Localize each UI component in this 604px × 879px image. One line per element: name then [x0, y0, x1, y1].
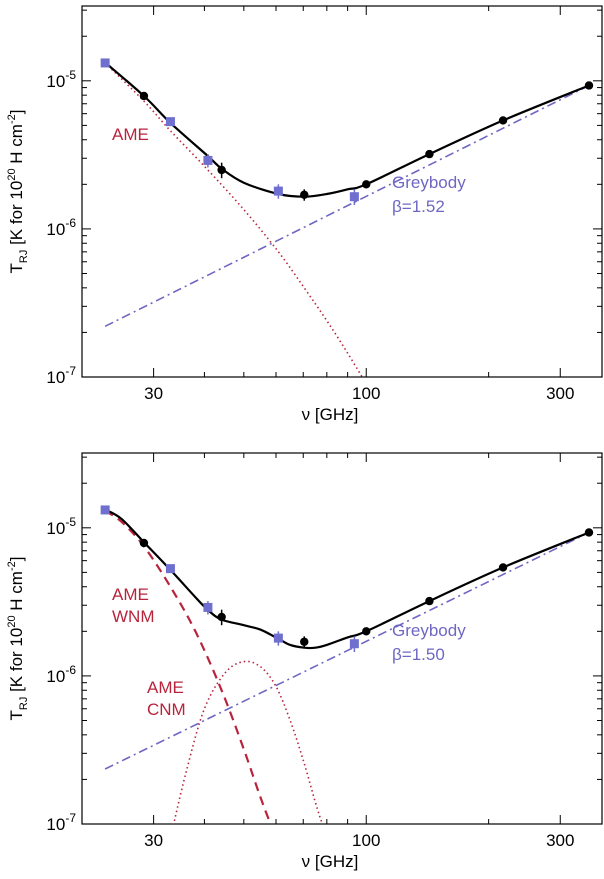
data-point-square [349, 192, 359, 202]
x-tick-label: 300 [546, 831, 574, 850]
ame-curve [104, 509, 272, 824]
data-point-circle [498, 563, 508, 572]
chart-panel-2: 30 100 300 10-7 10-6 10-5 ν [GHz] TRJ [K for 10… [6, 452, 603, 871]
x-axis-label: ν [GHz] [302, 405, 359, 424]
data-point-square [203, 155, 213, 165]
total-curve [104, 508, 590, 650]
ame-label: AME [112, 125, 149, 144]
data-point-square [165, 564, 175, 574]
ame-cnm-label: CNM [147, 700, 186, 719]
y-tick-label: 10-6 [46, 216, 76, 239]
greybody-curve [104, 531, 590, 770]
curves [104, 61, 590, 377]
data-point-circle [362, 627, 371, 636]
data-point-square [203, 602, 213, 612]
data-point-circle [584, 81, 594, 90]
data-point-square [273, 186, 283, 196]
y-axis-label: TRJ [K for 1020 H cm-2] [6, 110, 30, 274]
data-point-square [100, 58, 110, 68]
plot-frame [81, 5, 603, 378]
data-point-circle [584, 528, 594, 537]
x-tick-label: 100 [352, 384, 380, 403]
ame-cnm-label: AME [147, 678, 184, 697]
ame-label: WNM [112, 607, 154, 626]
ame2-curve [172, 660, 324, 824]
chart-panel-1: 30 100 300 10-7 10-6 10-5 ν [GHz] TRJ [K for 10… [6, 5, 603, 424]
total-curve [104, 61, 590, 198]
data-point-circle [498, 116, 508, 125]
ame-label: AME [112, 585, 149, 604]
data-point-circle [300, 637, 309, 646]
data-point-circle [425, 149, 434, 159]
data-point-square [273, 633, 283, 643]
plot-frame [81, 452, 603, 825]
beta-label: β=1.52 [392, 197, 445, 216]
x-axis-label: ν [GHz] [302, 852, 359, 871]
data-point-circle [425, 596, 434, 606]
greybody-label: Greybody [392, 621, 466, 640]
x-tick-label: 30 [144, 831, 163, 850]
greybody-label: Greybody [392, 173, 466, 192]
y-axis-label: TRJ [K for 1020 H cm-2] [6, 557, 30, 721]
ame-curve [104, 62, 364, 377]
data-point-circle [362, 180, 371, 189]
data-point-circle [217, 612, 226, 622]
y-tick-label: 10-7 [46, 364, 76, 387]
x-tick-label: 300 [546, 384, 574, 403]
x-tick-label: 30 [144, 384, 163, 403]
data-point-square [349, 639, 359, 649]
data-point-circle [300, 190, 309, 199]
y-tick-label: 10-5 [46, 515, 76, 538]
data-point-square [100, 505, 110, 515]
greybody-curve [104, 84, 590, 328]
data-point-square [165, 117, 175, 127]
x-tick-label: 100 [352, 831, 380, 850]
beta-label: β=1.50 [392, 645, 445, 664]
y-tick-label: 10-7 [46, 811, 76, 834]
y-tick-label: 10-5 [46, 68, 76, 91]
data-point-circle [217, 165, 226, 175]
data-point-circle [139, 538, 149, 548]
y-tick-label: 10-6 [46, 663, 76, 686]
data-point-circle [139, 91, 149, 101]
